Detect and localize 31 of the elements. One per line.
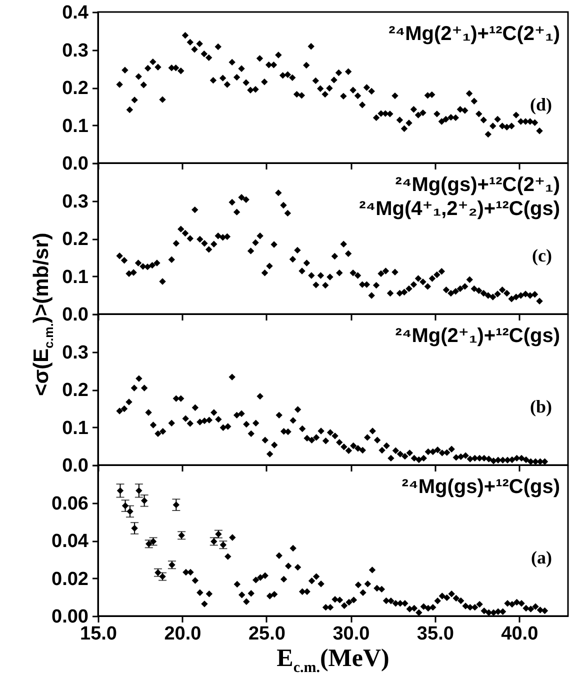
y-tick-label: 0.1 (62, 266, 89, 288)
y-tick-label: 0.1 (62, 418, 89, 439)
y-tick-label: 0.2 (62, 78, 88, 99)
y-tick-label: 0.3 (62, 40, 88, 62)
annotation: (a) (531, 548, 552, 568)
annotation: (b) (530, 396, 552, 417)
y-tick-label: 0.04 (52, 531, 89, 552)
y-tick-label: 0.3 (62, 342, 88, 364)
y-tick-label: 0.1 (62, 116, 89, 137)
annotation: ²⁴Mg(2⁺₁)+¹²C(2⁺₁) (388, 23, 560, 45)
annotation: ²⁴Mg(gs)+¹²C(gs) (402, 476, 560, 498)
y-tick-label: 0.2 (62, 380, 88, 401)
x-axis-title: E$_{c.m.}$(MeV) (276, 645, 390, 677)
x-tick-label: 35.0 (416, 624, 454, 644)
y-tick-label: 0.06 (52, 493, 88, 514)
y-tick-label: 0.0 (62, 154, 88, 174)
x-tick-label: 20.0 (164, 624, 202, 644)
y-tick-label: 0.2 (62, 229, 88, 250)
x-tick-label: 40.0 (501, 624, 538, 644)
y-tick-label: 0.02 (52, 568, 88, 590)
annotation: (c) (532, 246, 552, 266)
annotation: (d) (530, 94, 552, 115)
x-tick-label: 30.0 (332, 624, 370, 644)
y-tick-label: 0.0 (62, 304, 88, 326)
x-tick-label: 25.0 (248, 624, 286, 644)
y-tick-label: 0.4 (62, 2, 89, 24)
y-tick-label: 0.0 (62, 456, 88, 476)
y-tick-label: 0.3 (62, 191, 88, 212)
annotation: ²⁴Mg(4⁺₁,2⁺₂)+¹²C(gs) (359, 198, 560, 220)
annotation: ²⁴Mg(gs)+¹²C(2⁺₁) (395, 174, 560, 196)
annotation: ²⁴Mg(2⁺₁)+¹²C(gs) (395, 325, 560, 347)
